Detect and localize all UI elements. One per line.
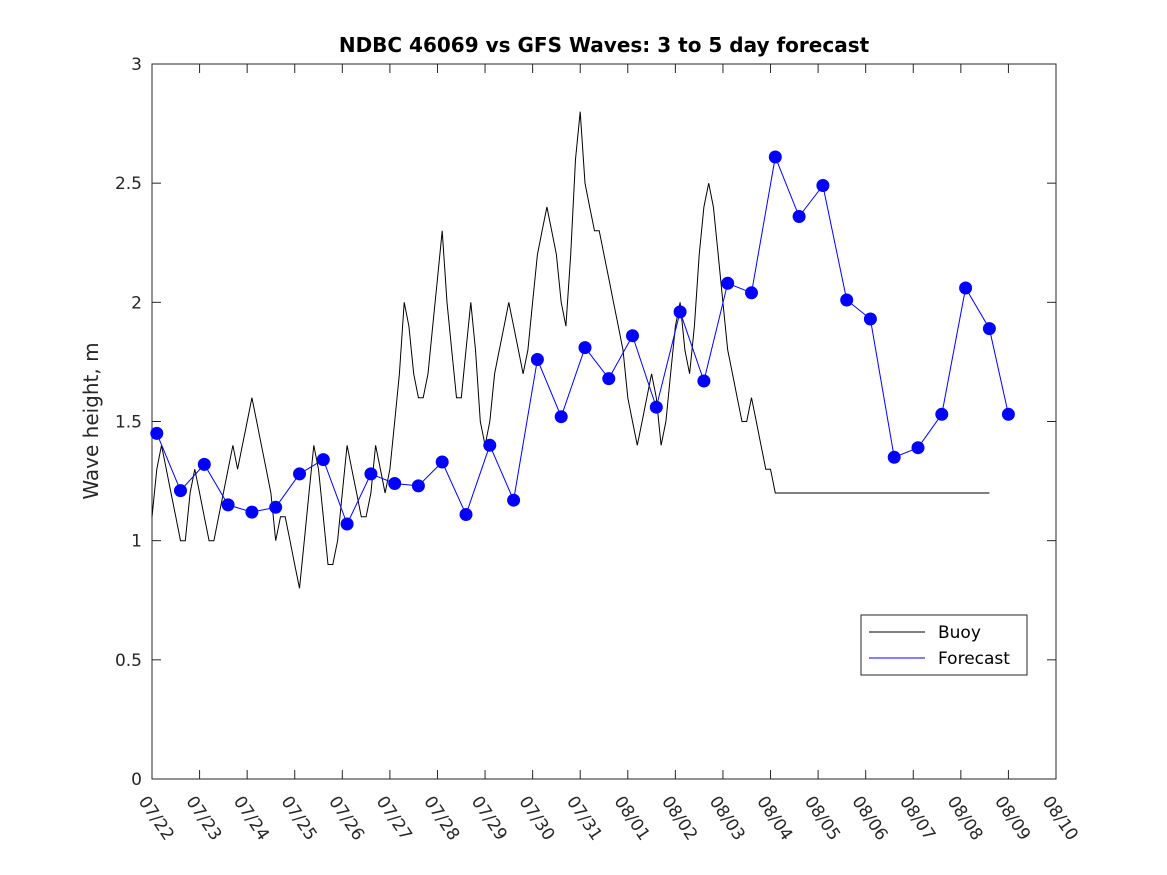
y-tick-label: 1.5: [115, 413, 142, 433]
x-tick-label: 08/07: [895, 793, 939, 845]
forecast-point: [745, 286, 758, 300]
forecast-point: [982, 322, 996, 336]
x-tick-label: 07/30: [514, 793, 558, 845]
legend-forecast-label: Forecast: [938, 649, 1010, 669]
forecast-point: [150, 426, 164, 440]
forecast-point: [554, 410, 568, 424]
forecast-point: [197, 457, 211, 471]
forecast-point: [649, 400, 663, 414]
y-tick-label: 2: [131, 293, 142, 313]
forecast-point: [840, 293, 854, 307]
y-tick-label: 1: [131, 532, 142, 552]
legend-box: [860, 614, 1028, 676]
forecast-point: [792, 210, 806, 223]
forecast-point: [340, 517, 354, 531]
forecast-point: [959, 281, 973, 295]
y-axis-label: Wave height, m: [79, 342, 103, 499]
forecast-point: [768, 150, 782, 164]
forecast-point: [602, 372, 616, 386]
forecast-point: [483, 438, 497, 452]
x-tick-label: 07/24: [229, 793, 273, 845]
y-tick-label: 2.5: [115, 174, 142, 194]
forecast-point: [887, 450, 901, 464]
x-tick-label: 07/23: [181, 793, 225, 845]
chart-title: NDBC 46069 vs GFS Waves: 3 to 5 day fore…: [339, 33, 870, 57]
legend: Buoy Forecast: [860, 614, 1028, 676]
forecast-point: [697, 374, 711, 388]
forecast-point: [245, 505, 259, 519]
buoy-series: [151, 111, 990, 589]
forecast-point: [863, 312, 877, 326]
x-tick-label: 08/06: [848, 793, 892, 845]
forecast-point: [911, 441, 925, 455]
forecast-point: [293, 467, 306, 481]
x-tick-label: 08/01: [610, 793, 654, 845]
forecast-point: [316, 453, 330, 467]
x-tick-label: 07/25: [277, 793, 321, 845]
x-tick-label: 07/27: [372, 793, 416, 845]
y-axis: 0 0.5 1 1.5 2 2.5 3: [115, 55, 1056, 790]
x-tick-label: 08/04: [752, 793, 796, 845]
forecast-point: [530, 353, 544, 366]
x-tick-label: 08/08: [943, 793, 987, 845]
x-tick-label: 07/22: [134, 793, 178, 845]
buoy-line: [151, 111, 990, 589]
y-tick-label: 3: [131, 55, 142, 75]
y-tick-label: 0: [131, 770, 142, 790]
forecast-point: [721, 276, 735, 290]
forecast-point: [626, 329, 639, 343]
legend-buoy-label: Buoy: [938, 623, 981, 643]
x-tick-label: 08/09: [990, 793, 1034, 845]
forecast-point: [435, 455, 449, 469]
forecast-point: [507, 493, 521, 507]
forecast-point: [411, 479, 425, 493]
forecast-point: [673, 305, 687, 319]
forecast-point: [364, 467, 378, 481]
forecast-point: [388, 477, 402, 490]
x-tick-label: 08/03: [705, 793, 749, 845]
forecast-point: [578, 341, 592, 355]
forecast-point: [816, 179, 830, 192]
forecast-point: [935, 407, 949, 421]
forecast-series: [150, 150, 1015, 531]
forecast-point: [459, 508, 473, 521]
forecast-point: [1001, 407, 1015, 421]
forecast-point: [174, 484, 187, 498]
forecast-point: [221, 498, 235, 512]
forecast-point: [269, 500, 283, 514]
x-tick-label: 07/29: [467, 793, 511, 845]
x-tick-label: 07/26: [324, 793, 368, 845]
x-tick-label: 07/31: [562, 793, 606, 845]
x-tick-label: 07/28: [419, 793, 463, 845]
y-tick-label: 0.5: [115, 651, 142, 671]
x-tick-label: 08/10: [1038, 793, 1082, 845]
x-tick-label: 08/05: [800, 793, 844, 845]
x-tick-label: 08/02: [657, 793, 701, 845]
